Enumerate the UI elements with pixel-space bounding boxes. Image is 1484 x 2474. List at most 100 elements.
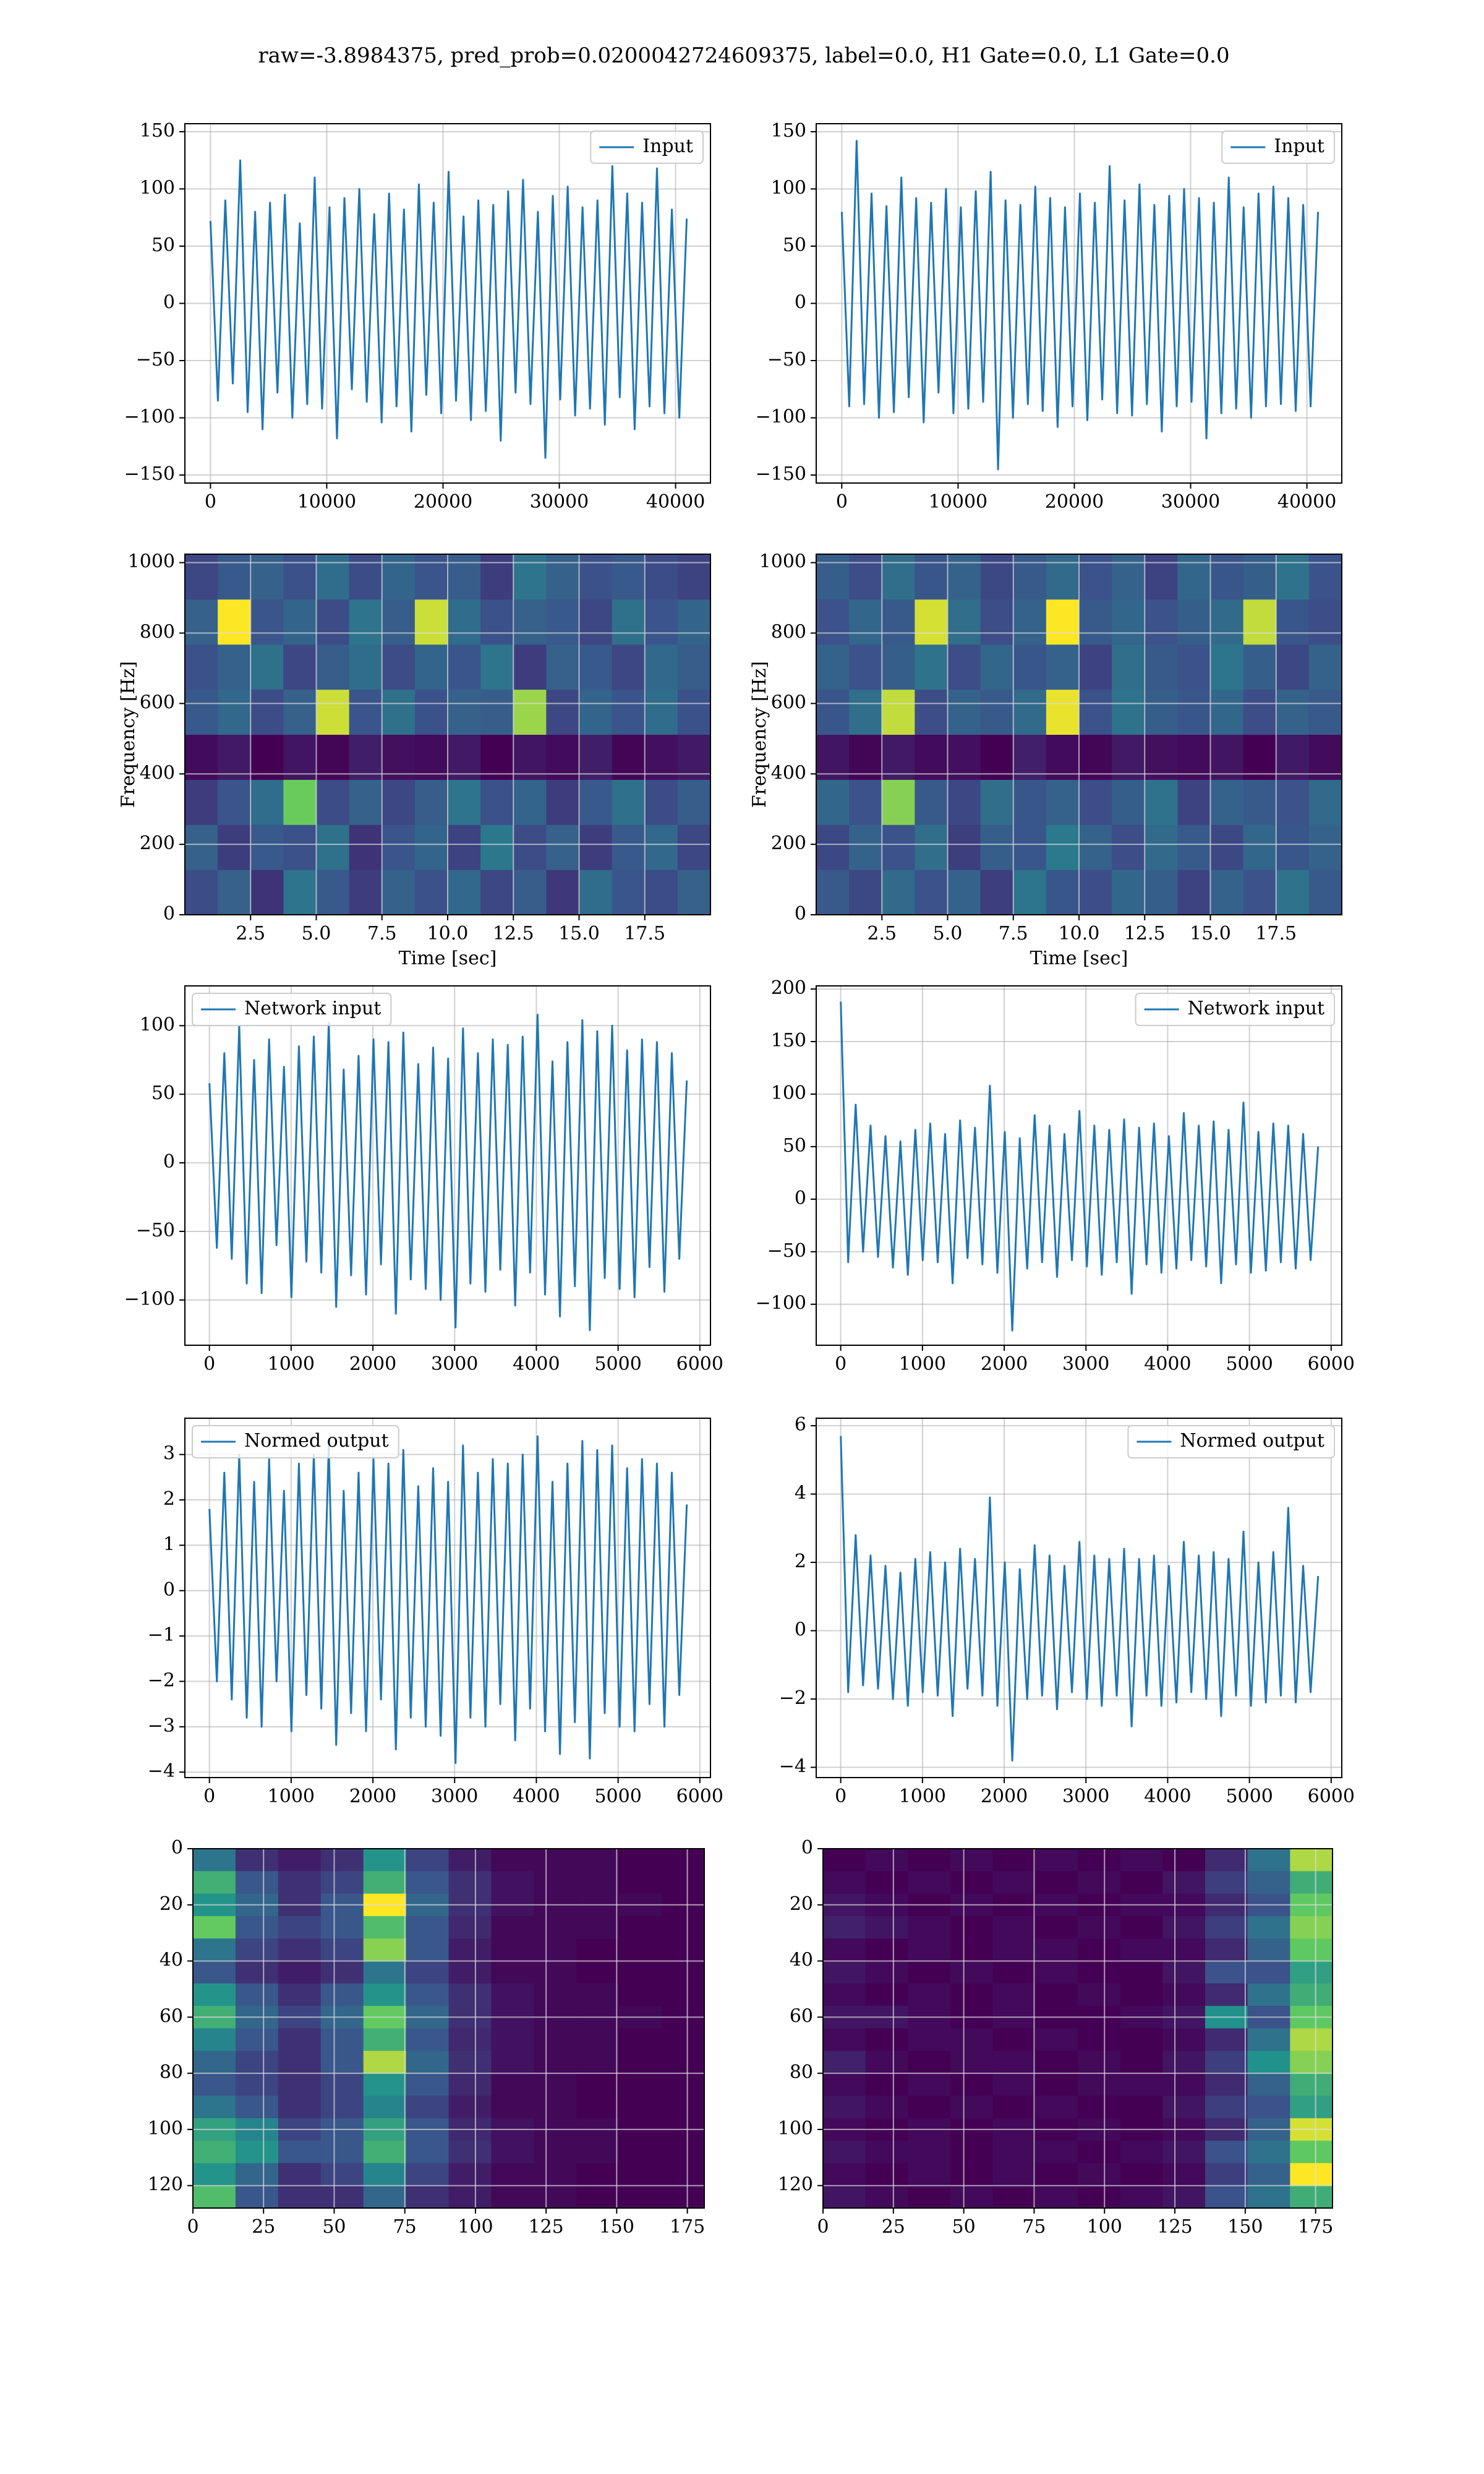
heatmap-cell xyxy=(534,2028,577,2052)
heatmap-cell xyxy=(278,2185,322,2209)
heatmap-cell xyxy=(1162,2073,1206,2096)
line-series xyxy=(840,1436,1320,1761)
heatmap-cell xyxy=(823,1871,866,1894)
heatmap-cell xyxy=(644,554,678,600)
heatmap-cell xyxy=(1120,1871,1163,1894)
heatmap-cell xyxy=(1035,1849,1078,1872)
heatmap-cell xyxy=(865,1938,908,1962)
heatmap-cell xyxy=(816,554,850,600)
legend-label: Input xyxy=(1274,135,1324,157)
y-tick-label: 80 xyxy=(790,2061,813,2083)
heatmap-cell xyxy=(1013,554,1047,600)
heatmap-cell xyxy=(950,1961,994,1984)
heatmap-cell xyxy=(283,824,317,870)
heatmap-cell xyxy=(491,1961,534,1984)
heatmap-cell xyxy=(992,2028,1036,2052)
y-tick-label: 2 xyxy=(795,1551,806,1572)
heatmap-cell xyxy=(235,2141,279,2164)
heatmap-cell xyxy=(406,1915,449,1939)
heatmap-cell xyxy=(363,2163,407,2186)
heatmap-cell xyxy=(1247,2073,1290,2096)
heatmap-cell xyxy=(882,779,915,825)
heatmap-cell xyxy=(534,2163,577,2186)
y-tick-label: 0 xyxy=(795,1188,806,1209)
heatmap-cell xyxy=(546,779,579,825)
y-tick-label: −1 xyxy=(148,1624,175,1646)
heatmap-cell xyxy=(1177,870,1211,915)
heatmap-cell xyxy=(1120,1938,1163,1962)
heatmap-cell xyxy=(349,870,383,915)
heatmap-cell xyxy=(579,734,613,780)
heatmap-cell xyxy=(491,1938,534,1962)
heatmap-cell xyxy=(823,1915,866,1939)
heatmap-cell xyxy=(1290,2050,1333,2074)
heatmap-cell xyxy=(278,2141,322,2164)
heatmap-cell xyxy=(1247,1849,1290,1872)
heatmap-cell xyxy=(1120,2163,1163,2186)
x-tick-label: 175 xyxy=(1298,2216,1333,2238)
heatmap-cell xyxy=(947,779,981,825)
heatmap-cell xyxy=(677,599,711,645)
heatmap-cell xyxy=(1177,644,1211,690)
legend-box xyxy=(590,131,704,164)
heatmap-cell xyxy=(1205,2073,1248,2096)
heatmap-cell xyxy=(1120,1983,1163,2006)
heatmap-cell xyxy=(235,2095,279,2119)
y-tick-label: 1 xyxy=(163,1533,175,1555)
y-tick-label: 200 xyxy=(771,833,806,854)
heatmap-cell xyxy=(448,2050,492,2074)
y-tick-label: 50 xyxy=(783,234,806,256)
y-tick-label: 120 xyxy=(148,2174,183,2196)
heatmap-cell xyxy=(1177,824,1211,870)
heatmap-cell xyxy=(1162,2141,1206,2164)
y-tick-label: 100 xyxy=(148,2118,183,2139)
heatmap-cell xyxy=(1276,644,1310,690)
heatmap-cell xyxy=(1210,779,1244,825)
heatmap-cell xyxy=(250,779,284,825)
heatmap-cell xyxy=(1247,2163,1290,2186)
heatmap-cell xyxy=(382,554,416,600)
heatmap-cell xyxy=(915,689,948,735)
heatmap-cell xyxy=(1308,689,1342,735)
legend-box xyxy=(1221,131,1335,164)
heatmap-cell xyxy=(1046,599,1080,645)
heatmap-cell xyxy=(980,644,1014,690)
heatmap-cell xyxy=(950,1938,994,1962)
y-tick-label: 120 xyxy=(778,2174,813,2196)
heatmap-cell xyxy=(1290,2028,1333,2052)
heatmap-cell xyxy=(1079,870,1112,915)
heatmap-cell xyxy=(363,2050,407,2074)
y-tick-label: −100 xyxy=(756,406,806,428)
heatmap-cell xyxy=(218,599,251,645)
heatmap-cell xyxy=(1247,1983,1290,2006)
x-tick-label: 30000 xyxy=(530,491,589,513)
heatmap-cell xyxy=(1013,644,1047,690)
heatmap-cell xyxy=(950,2028,994,2052)
heatmap-cell xyxy=(1112,599,1145,645)
heatmap-cell xyxy=(1078,1849,1121,1872)
heatmap-cell xyxy=(865,1871,908,1894)
heatmap-cell xyxy=(250,644,284,690)
heatmap-cell xyxy=(865,2050,908,2074)
heatmap-cell xyxy=(1046,824,1080,870)
heatmap-cell xyxy=(1243,824,1277,870)
subplot: 0 1000 2000 3000 4000 5000 6000 −100 −50 0 50 100 Ne… xyxy=(124,985,723,1375)
heatmap-cell xyxy=(349,824,383,870)
heatmap-cell xyxy=(576,2073,620,2096)
heatmap-cell xyxy=(406,1849,449,1872)
heatmap-cell xyxy=(382,689,416,735)
heatmap-cell xyxy=(1079,554,1112,600)
heatmap-cell xyxy=(1243,689,1277,735)
x-tick-label: 100 xyxy=(458,2216,493,2238)
heatmap-cell xyxy=(1120,2185,1163,2209)
x-tick-label: 10000 xyxy=(297,491,356,513)
heatmap-cell xyxy=(1205,1938,1248,1962)
heatmap-cell xyxy=(1308,734,1342,780)
heatmap-cell xyxy=(1078,2073,1121,2096)
y-tick-label: 60 xyxy=(160,2005,183,2027)
y-tick-label: 100 xyxy=(778,2118,813,2139)
heatmap-cell xyxy=(947,599,981,645)
heatmap-cell xyxy=(250,734,284,780)
x-tick-label: 10.0 xyxy=(427,923,469,944)
heatmap-cell xyxy=(823,2185,866,2209)
